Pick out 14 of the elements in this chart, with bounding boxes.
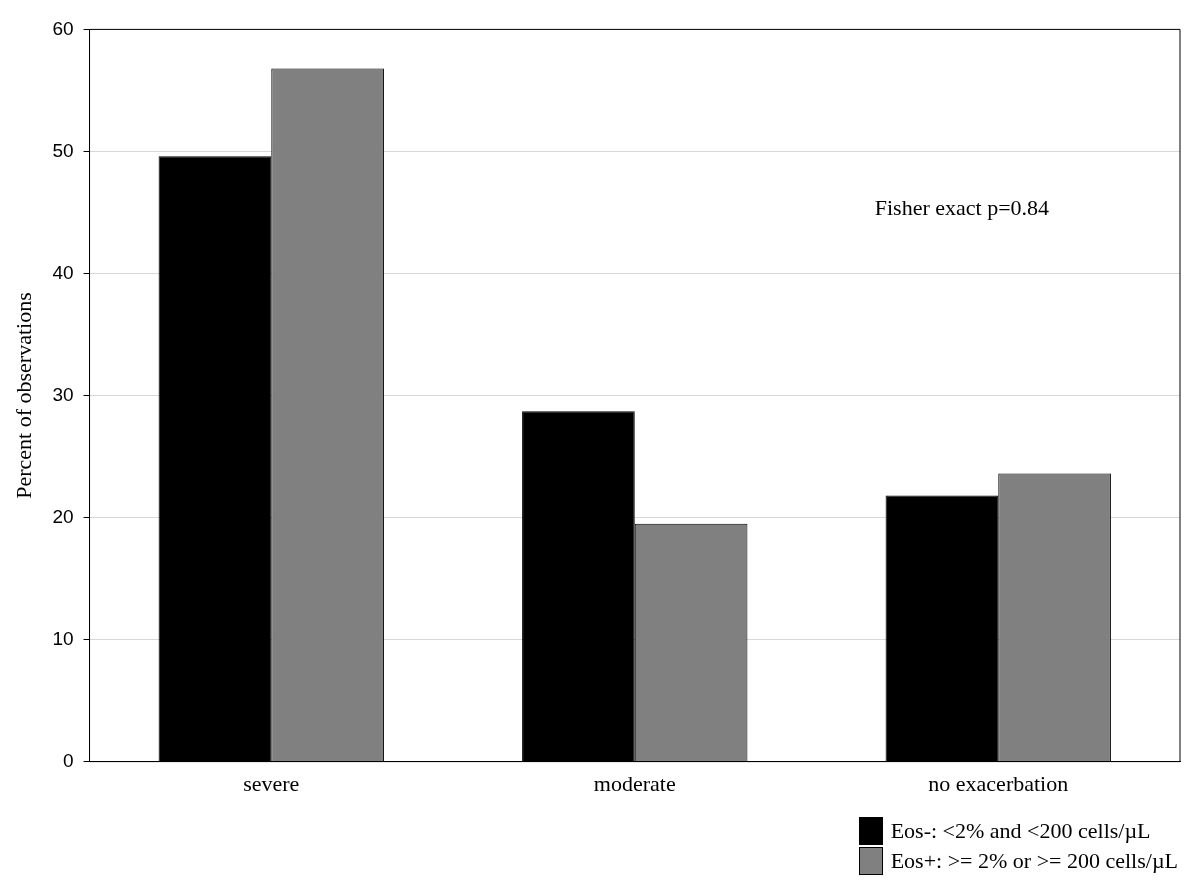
y-axis-title: Percent of observations	[10, 292, 36, 499]
x-tick-label: no exacerbation	[928, 770, 1069, 796]
y-tick-label: 20	[52, 505, 74, 527]
legend-label: Eos-: <2% and <200 cells/µL	[890, 818, 1151, 844]
legend-label: Eos+: >= 2% or >= 200 cells/µL	[890, 848, 1178, 874]
y-tick-label: 10	[52, 627, 74, 649]
annotation: Fisher exact p=0.84	[874, 194, 1050, 220]
x-tick-label: moderate	[593, 770, 676, 796]
y-tick-label: 30	[52, 383, 74, 405]
y-tick-label: 60	[52, 17, 74, 39]
y-tick-label: 0	[62, 749, 74, 771]
x-tick-label: severe	[243, 770, 300, 796]
y-tick-label: 50	[52, 139, 74, 161]
y-tick-label: 40	[52, 261, 74, 283]
